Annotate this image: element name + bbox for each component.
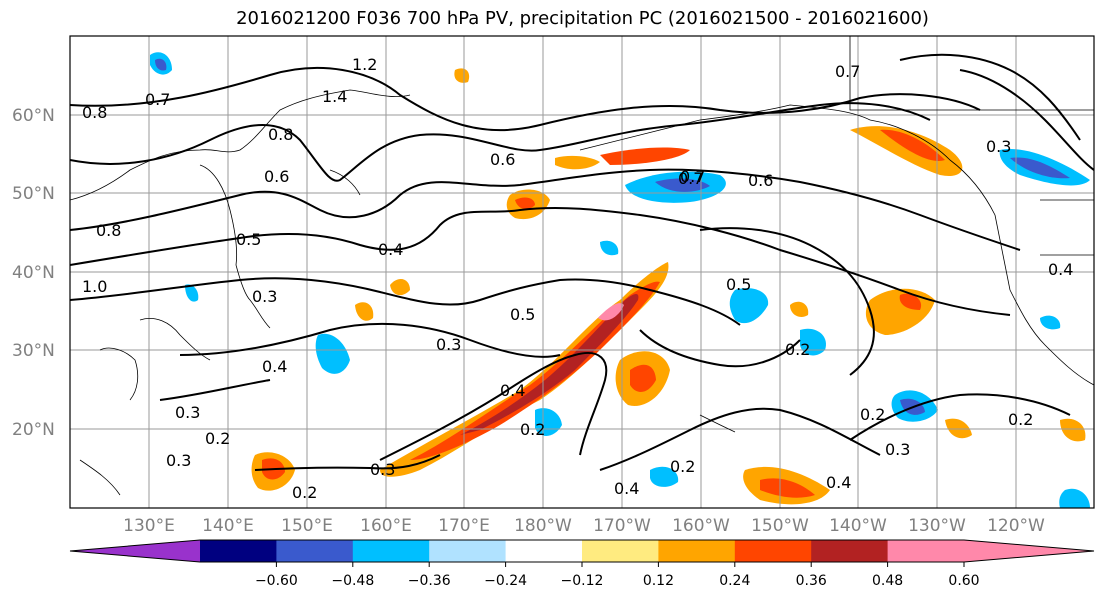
contour-label: 0.3 [166,451,191,470]
colorbar-tick-label: −0.36 [408,573,451,589]
colorbar-segment [429,540,507,562]
contour-label: 0.3 [175,403,200,422]
lon-label: 170°E [438,516,490,536]
contour-label: 0.6 [490,150,515,169]
lat-label: 60°N [12,106,55,126]
contour-label: 0.4 [262,357,287,376]
contour-label: 0.4 [500,381,525,400]
contour-label: 0.6 [748,171,773,190]
lon-label: 150°W [751,516,809,536]
chart-title: 2016021200 F036 700 hPa PV, precipitatio… [236,8,929,29]
contour-label: 0.5 [726,275,751,294]
colorbar-tick-label: 0.36 [796,573,827,589]
contour-label: 1.4 [322,87,347,106]
colorbar: −0.60 −0.48 −0.36 −0.24 −0.12 0.12 0.24 0.36 0.4… [69,539,1095,589]
colorbar-segment [658,540,736,562]
colorbar-tick-label: −0.60 [255,573,298,589]
contour-label: 0.7 [678,169,703,188]
contour-label: 0.3 [252,287,277,306]
contour-label: 0.3 [370,460,395,479]
map-area: 0.8 0.7 1.4 1.2 0.8 0.6 0.8 0.7 0.6 0.7 … [70,36,1094,508]
colorbar-segment [811,540,889,562]
contour-label: 0.3 [436,335,461,354]
colorbar-extension-high [964,540,1094,562]
colorbar-tick-label: 0.24 [719,573,750,589]
contour-label: 0.3 [986,137,1011,156]
lon-label: 160°E [360,516,412,536]
contour-label: 0.5 [236,230,261,249]
lat-label: 20°N [12,420,55,440]
colorbar-extension-low [70,540,200,562]
lat-label: 40°N [12,263,55,283]
pv-contours [70,53,1094,471]
contour-label: 0.8 [82,103,107,122]
contour-label: 0.2 [785,340,810,359]
lon-label: 140°E [202,516,254,536]
colorbar-outline [69,539,1095,563]
lon-label: 130°E [123,516,175,536]
colorbar-tick-label: 0.60 [948,573,979,589]
colorbar-tick-label: −0.12 [561,573,604,589]
contour-label: 1.2 [352,55,377,74]
colorbar-tick-label: 0.48 [872,573,903,589]
lon-label: 160°W [672,516,730,536]
contour-label: 0.2 [1008,410,1033,429]
contour-label: 0.7 [145,90,170,109]
colorbar-tick-label: −0.24 [484,573,527,589]
contour-label: 0.6 [264,167,289,186]
colorbar-segment [887,540,965,562]
colorbar-segment [276,540,354,562]
colorbar-tick-label: 0.12 [643,573,674,589]
colorbar-segment [582,540,659,562]
lat-label: 50°N [12,184,55,204]
colorbar-segment [352,540,430,562]
lon-label: 140°W [829,516,887,536]
latitude-labels: 60°N 50°N 40°N 30°N 20°N [12,106,55,440]
contour-label: 0.7 [680,167,705,186]
colorbar-segment [734,540,812,562]
contour-labels: 0.8 0.7 1.4 1.2 0.8 0.6 0.8 0.7 0.6 0.7 … [82,55,1073,502]
lon-label: 170°W [593,516,651,536]
colorbar-segment [505,540,583,562]
contour-label: 0.2 [292,483,317,502]
contour-label: 0.4 [614,479,639,498]
longitude-labels: 130°E 140°E 150°E 160°E 170°E 180°W 170°… [123,516,1045,536]
lon-label: 130°W [908,516,966,536]
contour-label: 0.8 [96,221,121,240]
lon-label: 150°E [281,516,333,536]
contour-label: 0.2 [670,457,695,476]
contour-label: 0.8 [268,125,293,144]
contour-label: 0.4 [826,473,851,492]
lon-label: 120°W [987,516,1045,536]
contour-label: 0.4 [378,240,403,259]
colorbar-tick-label: −0.48 [331,573,374,589]
contour-label: 0.2 [860,405,885,424]
contour-label: 0.4 [1048,260,1073,279]
contour-label: 0.3 [885,440,910,459]
contour-label: 1.0 [82,277,107,296]
colorbar-segment [200,540,277,562]
contour-label: 0.7 [835,62,860,81]
contour-label: 0.5 [510,305,535,324]
map-frame [69,35,1095,509]
contour-label: 0.2 [520,420,545,439]
contour-label: 0.2 [205,429,230,448]
lat-label: 30°N [12,341,55,361]
lon-label: 180°W [514,516,572,536]
